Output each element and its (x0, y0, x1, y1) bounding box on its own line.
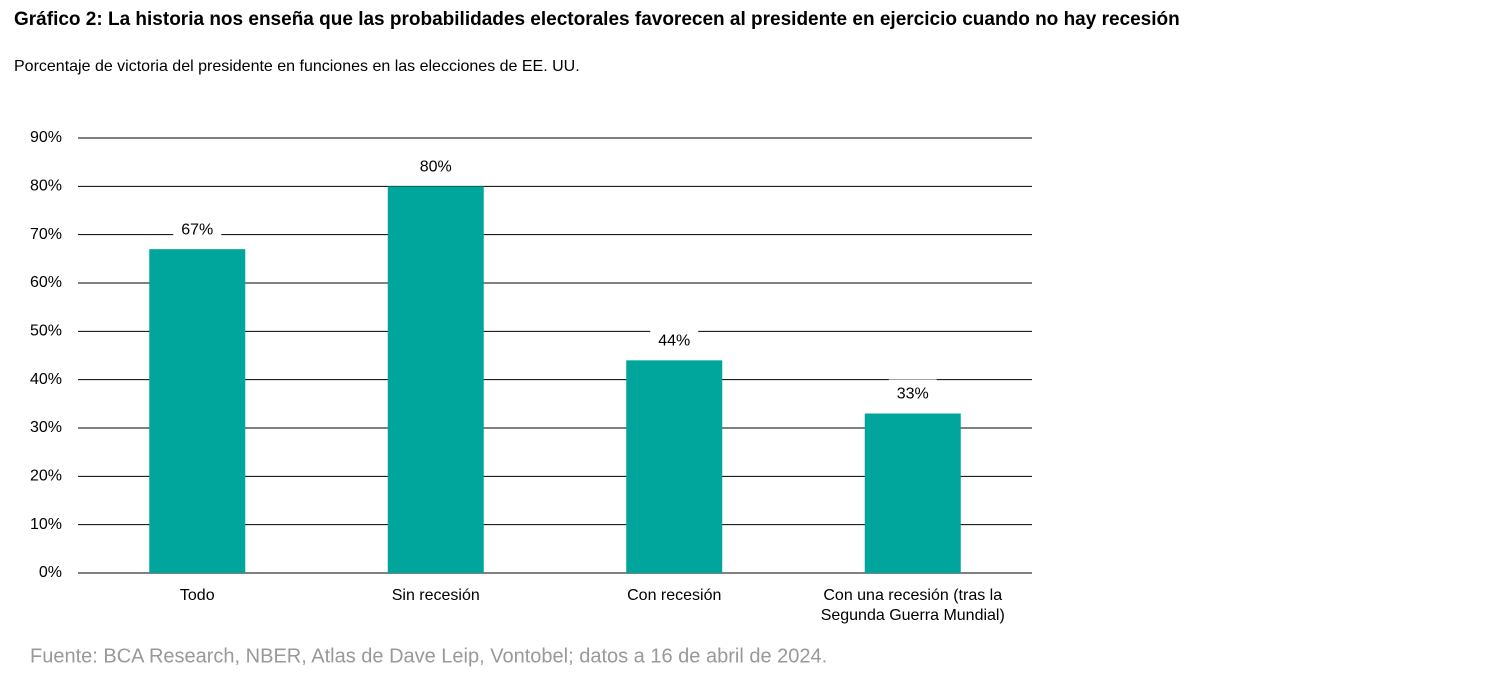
bar (626, 360, 723, 573)
chart-source: Fuente: BCA Research, NBER, Atlas de Dav… (30, 645, 827, 667)
chart-title: Gráfico 2: La historia nos enseña que la… (14, 9, 1180, 30)
y-tick-label: 40% (30, 371, 62, 388)
x-tick-label: Con una recesión (tras la Segunda Guerra… (820, 587, 1005, 624)
data-label: 80% (420, 159, 452, 176)
data-label: 44% (658, 333, 690, 350)
data-label-bg (888, 379, 937, 406)
data-label: 33% (897, 386, 929, 403)
x-tick-label: Con recesión (627, 587, 722, 604)
y-tick-label: 20% (30, 468, 62, 485)
y-tick-label: 60% (30, 274, 62, 291)
data-label-bg (411, 152, 460, 179)
y-tick-label: 80% (30, 178, 62, 195)
bar (864, 413, 961, 573)
y-tick-label: 70% (30, 226, 62, 243)
y-tick-label: 10% (30, 516, 62, 533)
x-tick-label: Sin recesión (391, 587, 480, 604)
bar (149, 249, 246, 573)
x-tick-label: Todo (179, 587, 215, 604)
chart-subtitle: Porcentaje de victoria del presidente en… (14, 58, 580, 75)
data-label-bg (173, 215, 222, 242)
y-tick-label: 0% (39, 564, 62, 581)
y-tick-label: 50% (30, 323, 62, 340)
y-tick-label: 30% (30, 419, 62, 436)
data-label-bg (650, 326, 699, 353)
bar (387, 186, 484, 574)
data-label: 67% (181, 221, 213, 238)
y-tick-label: 90% (30, 129, 62, 146)
